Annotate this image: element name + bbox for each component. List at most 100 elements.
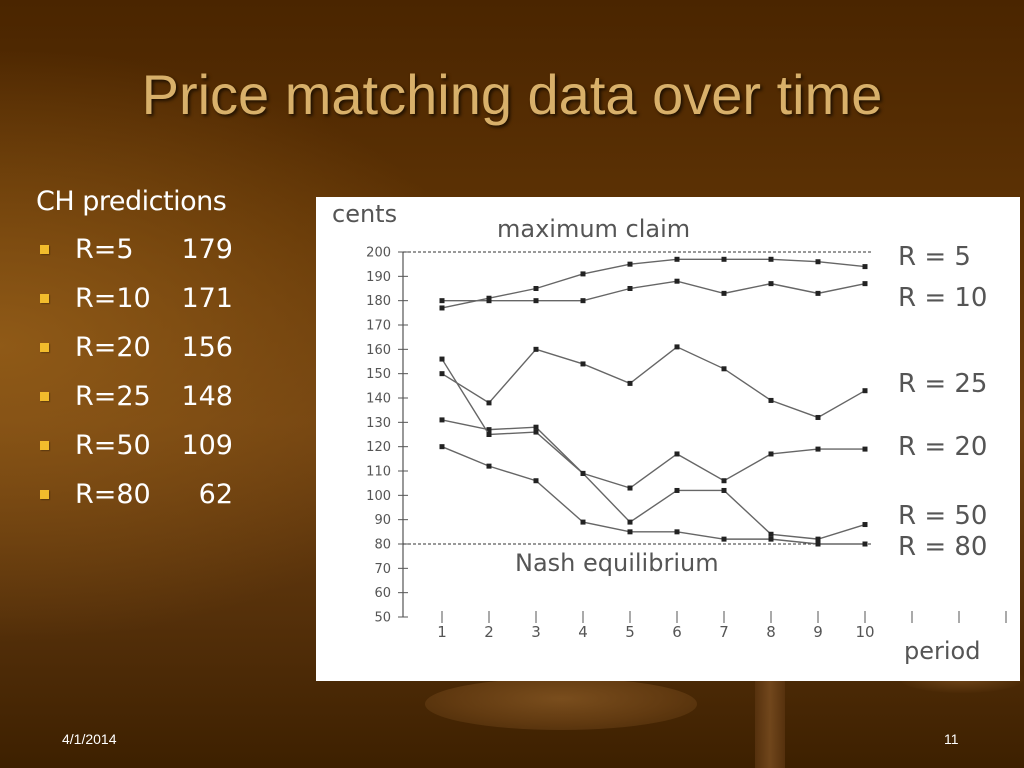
square-bullet-icon	[40, 441, 49, 450]
data-point	[533, 346, 539, 352]
data-point	[627, 261, 633, 267]
price-chart: 5060708090100110120130140150160170180190…	[332, 200, 1007, 665]
bullet-value: 179	[181, 234, 233, 265]
data-point	[627, 286, 633, 291]
y-tick-label: 170	[366, 319, 391, 334]
bullet-item: R=10 171	[36, 274, 233, 323]
data-point	[674, 278, 680, 284]
bullet-item: R=80 62	[36, 470, 233, 519]
data-point	[439, 444, 445, 450]
data-point	[674, 487, 680, 493]
x-tick-label: 10	[855, 623, 874, 641]
y-tick-label: 100	[366, 489, 391, 504]
decorative-plate	[425, 678, 697, 730]
data-point	[815, 446, 821, 452]
x-tick-label: 1	[437, 623, 447, 641]
series-line	[441, 258, 866, 309]
y-tick-label: 160	[366, 343, 391, 358]
data-point	[486, 427, 492, 433]
data-point	[580, 519, 586, 525]
data-point	[862, 522, 868, 528]
data-point	[862, 281, 868, 287]
data-point	[862, 541, 868, 547]
data-point	[486, 432, 492, 437]
data-point	[815, 290, 821, 296]
chart-panel: 50 60 70 80 90 100 110 120 130 140 150 160 170 180 190…	[316, 197, 1020, 681]
page-number: 11	[944, 731, 959, 747]
footer-date: 4/1/2014	[62, 731, 117, 747]
data-point	[721, 366, 727, 372]
data-point	[815, 259, 821, 265]
data-point	[768, 281, 774, 287]
predictions-list: CH predictions R=5 179 R=10 171 R=20 156…	[36, 186, 233, 519]
bullet-item: R=50 109	[36, 421, 233, 470]
decorative-post	[755, 670, 785, 768]
y-tick-label: 120	[366, 440, 391, 455]
bullet-item: R=5 179	[36, 225, 233, 274]
x-tick-label: 9	[813, 623, 823, 641]
max-claim-label: maximum claim	[497, 215, 690, 243]
data-point	[721, 290, 727, 296]
bullet-label: R=25	[75, 381, 151, 412]
x-tick-label: 8	[766, 623, 776, 641]
y-tick-label: 50	[374, 611, 391, 626]
bullet-value: 156	[181, 332, 233, 363]
data-point	[439, 371, 445, 377]
data-point	[768, 397, 774, 403]
data-point	[580, 361, 586, 367]
data-point	[768, 531, 774, 537]
data-point	[627, 380, 633, 386]
data-point	[768, 451, 774, 457]
bullet-value: 62	[198, 479, 233, 510]
y-tick-label: 110	[366, 465, 391, 480]
data-point	[439, 298, 445, 304]
y-tick-label: 90	[374, 513, 391, 528]
x-tick-label: 3	[531, 623, 541, 641]
data-point	[533, 429, 539, 435]
data-point	[674, 529, 680, 535]
data-point	[627, 519, 633, 525]
x-tick-label: 5	[625, 623, 635, 641]
data-point	[533, 478, 539, 484]
data-point	[580, 470, 586, 476]
x-tick-label: 2	[484, 623, 494, 641]
data-point	[533, 286, 539, 291]
square-bullet-icon	[40, 245, 49, 254]
data-point	[721, 478, 727, 484]
bullet-label: R=5	[75, 234, 134, 265]
bullet-label: R=50	[75, 430, 151, 461]
y-tick-label: 130	[366, 416, 391, 431]
series-label: R = 10	[898, 283, 987, 313]
square-bullet-icon	[40, 343, 49, 352]
data-point	[439, 305, 445, 311]
data-point	[580, 271, 586, 277]
slide-title: Price matching data over time	[141, 63, 883, 126]
nash-equilibrium-label: Nash equilibrium	[515, 549, 719, 577]
data-point	[627, 485, 633, 491]
data-point	[768, 536, 774, 542]
y-tick-label: 140	[366, 392, 391, 407]
y-axis-title: cents	[332, 200, 397, 228]
predictions-heading: CH predictions	[36, 186, 227, 217]
bullet-item: R=25 148	[36, 372, 233, 421]
data-point	[533, 298, 539, 304]
bullet-value: 148	[181, 381, 233, 412]
series-line	[441, 346, 866, 419]
data-point	[486, 298, 492, 304]
data-point	[862, 264, 868, 270]
series-label: R = 25	[898, 369, 987, 399]
data-point	[486, 463, 492, 469]
square-bullet-icon	[40, 294, 49, 303]
series-line	[441, 446, 865, 545]
y-tick-label: 80	[374, 538, 391, 553]
series-label: R = 20	[898, 432, 987, 462]
bullet-label: R=20	[75, 332, 151, 363]
bullet-item: R=20 156	[36, 323, 233, 372]
data-point	[580, 298, 586, 304]
data-point	[862, 446, 868, 452]
data-point	[627, 529, 633, 535]
data-point	[721, 536, 727, 542]
x-tick-label: 4	[578, 623, 588, 641]
data-point	[533, 424, 539, 430]
data-point	[674, 256, 680, 262]
